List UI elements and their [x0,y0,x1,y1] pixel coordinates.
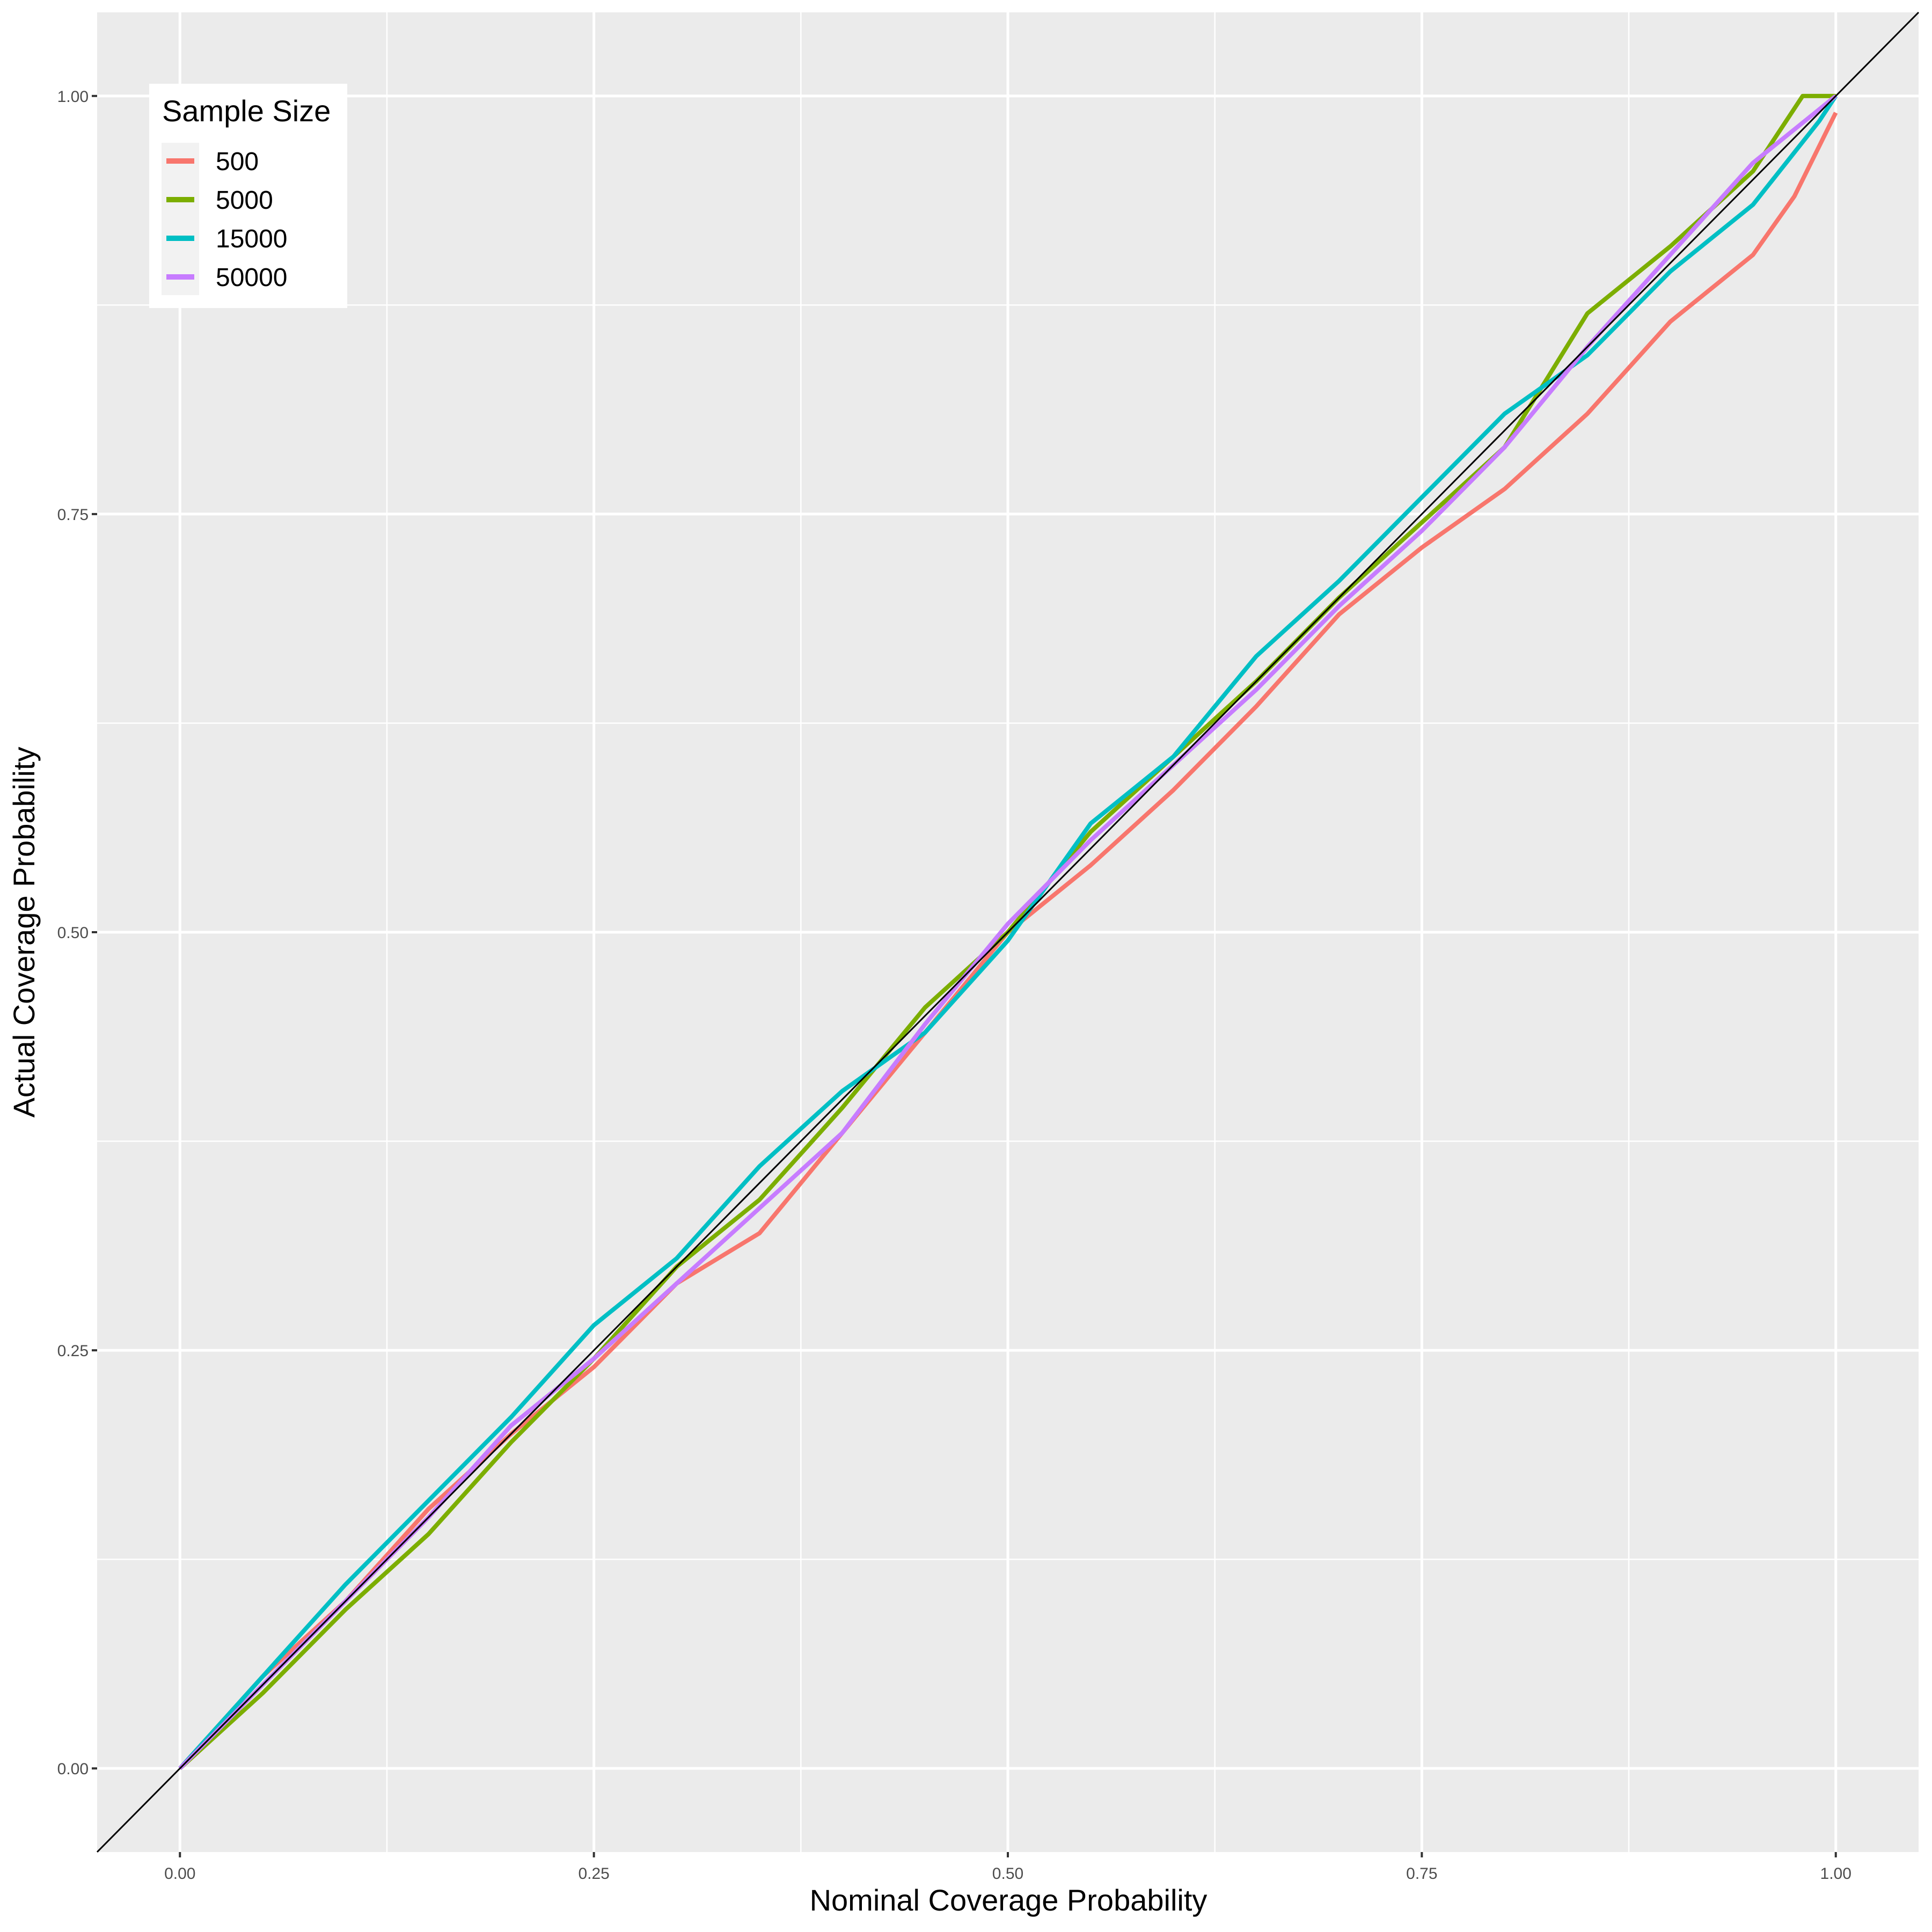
reference-line [96,11,1920,1853]
y-tick-label: 0.25 [57,1342,89,1360]
x-axis-title: Nominal Coverage Probability [810,1883,1208,1917]
y-tick-label: 0.00 [57,1760,89,1778]
x-axis: 0.00 0.25 0.50 0.75 1.00 [164,1852,1851,1883]
x-tick-label: 1.00 [1820,1865,1851,1883]
y-axis: 0.00 0.25 0.50 0.75 1.00 [57,88,97,1778]
legend-title: Sample Size [162,94,331,128]
legend-label: 500 [216,148,259,176]
legend-label: 5000 [216,186,273,215]
y-tick-label: 1.00 [57,88,89,106]
legend-label: 15000 [216,225,287,253]
series-line-50000 [178,94,1838,1770]
x-tick-label: 0.50 [992,1865,1023,1883]
y-tick-label: 0.50 [57,924,89,942]
x-tick-label: 0.00 [164,1865,195,1883]
legend: Sample Size 500 5000 15000 50000 [149,84,347,308]
y-axis-title: Actual Coverage Probability [7,747,41,1117]
x-tick-label: 0.25 [578,1865,609,1883]
y-tick-label: 0.75 [57,506,89,524]
legend-label: 50000 [216,264,287,292]
x-tick-label: 0.75 [1406,1865,1437,1883]
series-lines [178,93,1838,1770]
legend-key-background [162,143,199,295]
